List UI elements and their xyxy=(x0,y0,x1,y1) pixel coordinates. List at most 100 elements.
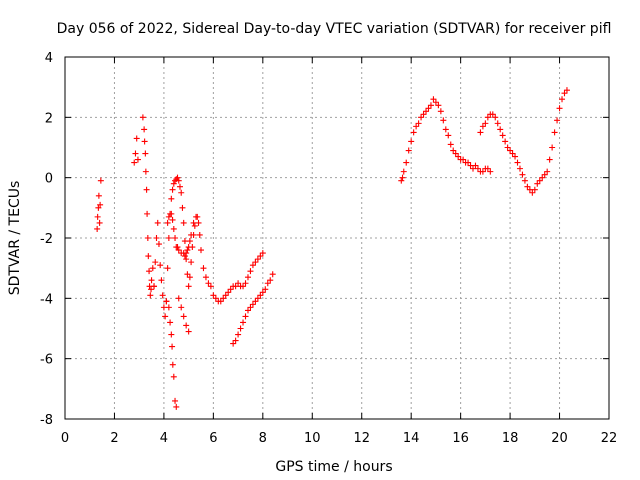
data-point xyxy=(175,177,182,184)
data-point xyxy=(452,150,459,157)
data-point xyxy=(450,147,457,154)
series-arc-10 xyxy=(398,96,494,184)
data-point xyxy=(494,120,501,127)
grid-lines xyxy=(65,57,609,419)
data-point xyxy=(399,174,406,181)
data-point xyxy=(200,265,207,272)
data-point xyxy=(142,150,149,157)
data-point xyxy=(159,292,166,299)
series-arc-7 xyxy=(165,295,192,410)
series-arc-5 xyxy=(163,174,203,305)
data-point xyxy=(247,304,254,311)
data-point xyxy=(169,343,176,350)
data-point xyxy=(546,156,553,163)
data-point xyxy=(489,111,496,118)
data-point xyxy=(430,96,437,103)
data-points xyxy=(94,87,570,410)
data-point xyxy=(175,247,182,254)
x-tick-label: 18 xyxy=(502,431,519,446)
data-point xyxy=(168,331,175,338)
y-tick-label: -8 xyxy=(40,413,53,428)
data-point xyxy=(460,156,467,163)
data-point xyxy=(131,159,138,166)
y-tick-label: 2 xyxy=(45,111,53,126)
data-point xyxy=(143,186,150,193)
data-point xyxy=(174,174,181,181)
data-point xyxy=(427,102,434,109)
data-point xyxy=(237,325,244,332)
data-point xyxy=(541,171,548,178)
data-point xyxy=(205,280,212,287)
data-point xyxy=(225,289,232,296)
data-point xyxy=(151,283,158,290)
data-point xyxy=(524,183,531,190)
data-point xyxy=(244,307,251,314)
data-point xyxy=(235,331,242,338)
data-point xyxy=(516,165,523,172)
data-point xyxy=(179,204,186,211)
series-arc-8 xyxy=(198,247,266,305)
data-point xyxy=(154,219,161,226)
data-point xyxy=(484,165,491,172)
data-point xyxy=(544,168,551,175)
data-point xyxy=(472,162,479,169)
data-point xyxy=(232,337,239,344)
plot-frame xyxy=(64,56,610,420)
data-point xyxy=(207,283,214,290)
data-point xyxy=(465,159,472,166)
data-point xyxy=(499,132,506,139)
data-point xyxy=(169,186,176,193)
data-point xyxy=(95,192,102,199)
data-point xyxy=(264,280,271,287)
x-tick-label: 10 xyxy=(304,431,321,446)
x-tick-labels: 0 2 4 6 8 10 12 14 16 18 20 22 xyxy=(61,431,617,446)
data-point xyxy=(158,277,165,284)
data-point xyxy=(190,219,197,226)
data-point xyxy=(487,168,494,175)
data-point xyxy=(210,292,217,299)
data-point xyxy=(183,256,190,263)
data-point xyxy=(188,231,195,238)
data-point xyxy=(435,102,442,109)
x-tick-label: 22 xyxy=(601,431,618,446)
data-point xyxy=(240,319,247,326)
data-point xyxy=(174,244,181,251)
data-point xyxy=(474,165,481,172)
data-point xyxy=(534,180,541,187)
data-point xyxy=(175,295,182,302)
data-point xyxy=(145,253,152,260)
data-point xyxy=(222,292,229,299)
data-point xyxy=(529,189,536,196)
data-point xyxy=(185,328,192,335)
data-point xyxy=(196,231,203,238)
data-point xyxy=(405,147,412,154)
x-tick-label: 12 xyxy=(353,431,370,446)
data-point xyxy=(155,241,162,248)
series-arc-11 xyxy=(477,87,570,196)
series-arc-1 xyxy=(94,177,104,232)
data-point xyxy=(244,274,251,281)
data-point xyxy=(184,247,191,254)
data-point xyxy=(183,322,190,329)
data-point xyxy=(133,135,140,142)
data-point xyxy=(163,298,170,305)
data-point xyxy=(178,189,185,196)
data-point xyxy=(134,156,141,163)
data-point xyxy=(440,117,447,124)
y-tick-labels: -8 -6 -4 -2 0 2 4 xyxy=(40,51,53,428)
series-arc-9 xyxy=(230,271,276,347)
data-point xyxy=(172,235,179,241)
series-arc-4 xyxy=(151,219,170,320)
x-tick-label: 2 xyxy=(110,431,118,446)
data-point xyxy=(509,150,516,157)
data-point xyxy=(554,117,561,124)
data-point xyxy=(521,177,528,184)
data-point xyxy=(94,213,101,220)
data-point xyxy=(512,153,519,160)
data-point xyxy=(539,174,546,181)
data-point xyxy=(173,403,180,410)
data-point xyxy=(413,123,420,130)
data-point xyxy=(183,250,190,257)
data-point xyxy=(165,304,172,311)
data-point xyxy=(259,250,266,257)
